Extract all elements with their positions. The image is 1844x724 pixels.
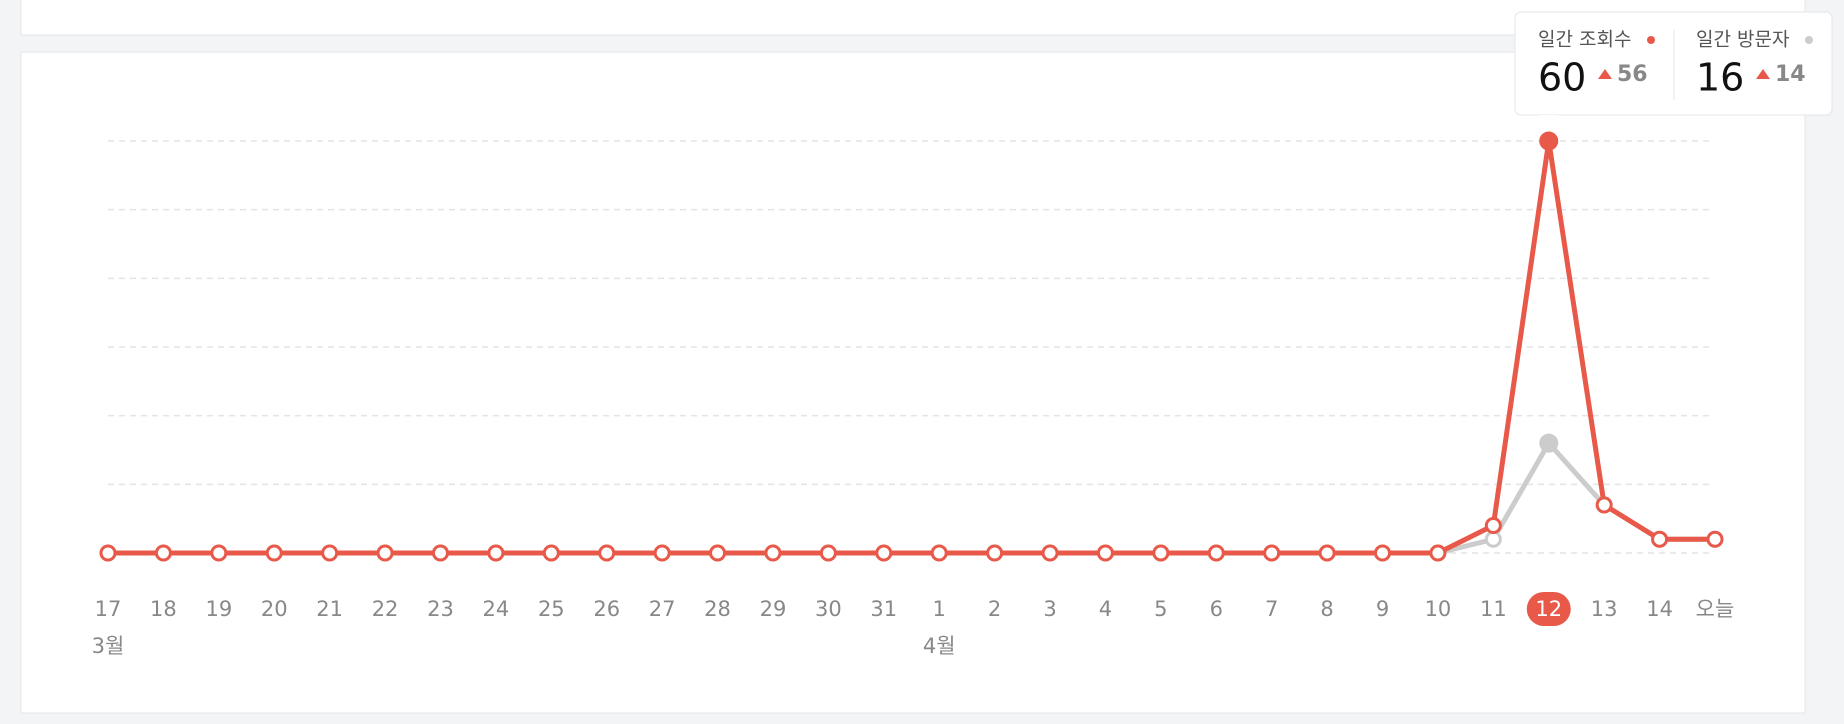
point	[764, 544, 782, 562]
point	[376, 544, 394, 562]
tooltip-dot	[1805, 36, 1813, 44]
tooltip-dot	[1647, 36, 1655, 44]
active-pill	[1526, 592, 1571, 626]
change-arrow	[1756, 69, 1770, 79]
x-tick-label: 3	[1043, 597, 1056, 621]
point	[542, 544, 560, 562]
point	[1539, 433, 1559, 453]
point	[1374, 544, 1392, 562]
point	[1539, 131, 1559, 151]
point	[653, 544, 671, 562]
x-tick-label: 22	[372, 597, 399, 621]
x-tick-label: 14	[1646, 597, 1673, 621]
point	[819, 544, 837, 562]
x-tick-label: 5	[1154, 597, 1167, 621]
tooltip: 일간 조회수 60 56 일간 방문자 16 14	[1514, 11, 1833, 126]
x-tick-label: 7	[1265, 597, 1278, 621]
tooltip-change: 56	[1617, 62, 1648, 87]
point	[1484, 530, 1502, 548]
point	[487, 544, 505, 562]
point	[1096, 544, 1114, 562]
point	[598, 544, 616, 562]
point	[709, 544, 727, 562]
point	[431, 544, 449, 562]
x-tick-label: 10	[1425, 597, 1452, 621]
point	[1706, 530, 1724, 548]
point	[1152, 544, 1170, 562]
x-tick-label: 6	[1210, 597, 1223, 621]
x-tick-label: 20	[261, 597, 288, 621]
x-tick-label: 오늘	[1696, 597, 1735, 621]
point	[1595, 496, 1613, 514]
x-tick-label: 28	[704, 597, 731, 621]
x-tick-label: 11	[1480, 597, 1507, 621]
tooltip-arrow	[1539, 115, 1559, 126]
x-tick-label: 26	[593, 597, 620, 621]
x-tick-label: 17	[95, 597, 122, 621]
tooltip-change: 14	[1775, 62, 1806, 87]
change-arrow	[1598, 69, 1612, 79]
x-tick-label: 2	[988, 597, 1001, 621]
tooltip-label: 일간 방문자	[1696, 29, 1789, 51]
x-tick-label: 21	[316, 597, 343, 621]
point	[99, 544, 117, 562]
series-line	[108, 138, 1715, 556]
top-card	[20, 0, 1806, 36]
point	[930, 544, 948, 562]
point	[1484, 517, 1502, 535]
point	[1318, 544, 1336, 562]
point	[1429, 544, 1447, 562]
x-tick-label: 13	[1591, 597, 1618, 621]
month-label: 3월	[92, 634, 125, 658]
x-tick-label: 25	[538, 597, 565, 621]
point	[321, 544, 339, 562]
tooltip-label: 일간 조회수	[1538, 29, 1631, 51]
tooltip-value: 60	[1538, 56, 1586, 100]
x-tick-label: 24	[483, 597, 510, 621]
x-tick-label: 29	[760, 597, 787, 621]
point	[210, 544, 228, 562]
x-tick-label: 9	[1376, 597, 1389, 621]
x-tick-label: 31	[870, 597, 897, 621]
x-tick-label: 19	[205, 597, 232, 621]
point	[1041, 544, 1059, 562]
x-tick-label: 8	[1320, 597, 1333, 621]
x-tick-label: 4	[1099, 597, 1112, 621]
point	[986, 544, 1004, 562]
month-label: 4월	[923, 634, 956, 658]
point	[1651, 530, 1669, 548]
point	[1263, 544, 1281, 562]
x-tick-label: 30	[815, 597, 842, 621]
point	[265, 544, 283, 562]
point	[875, 544, 893, 562]
x-tick-label: 18	[150, 597, 177, 621]
x-tick-label: 27	[649, 597, 676, 621]
x-tick-label: 12	[1535, 597, 1562, 621]
chart-card	[20, 51, 1806, 714]
tooltip-value: 16	[1696, 56, 1744, 100]
x-tick-label: 1	[933, 597, 946, 621]
point	[154, 544, 172, 562]
point	[1207, 544, 1225, 562]
x-tick-label: 23	[427, 597, 454, 621]
